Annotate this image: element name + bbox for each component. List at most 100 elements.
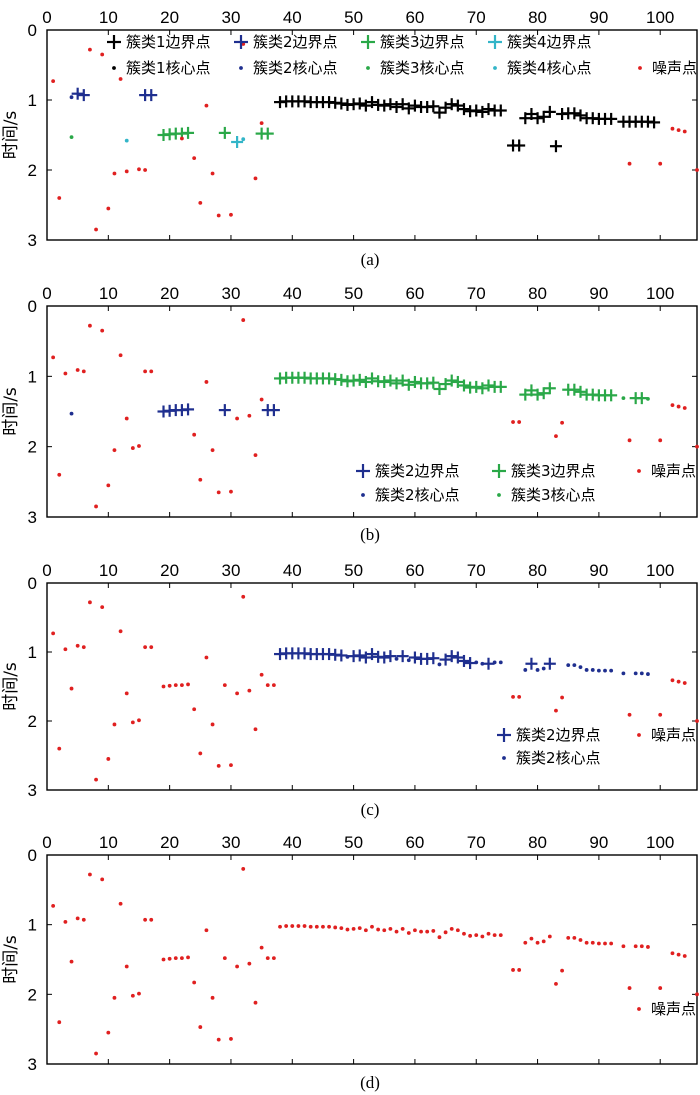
dot-marker-red [682, 129, 687, 134]
legend-item: 簇类2边界点 [234, 33, 338, 51]
dot-marker-red [621, 944, 626, 949]
legend-label: 噪声点 [651, 462, 696, 480]
dot-marker-red [198, 751, 203, 756]
dot-marker-blue [639, 671, 644, 676]
dot-marker-red [682, 954, 687, 958]
dot-marker-red [192, 980, 197, 985]
plus-marker-green [476, 382, 489, 395]
dot-marker-red [400, 926, 405, 931]
x-tick-label: 0 [42, 833, 51, 852]
dot-marker-blue [621, 671, 626, 676]
plus-marker-blue [353, 649, 366, 662]
dot-marker-red [81, 917, 86, 922]
dot-marker-red [210, 448, 215, 453]
dot-marker-red [511, 968, 515, 972]
y-tick-label: 0 [28, 846, 37, 865]
legend-label: 噪声点 [651, 726, 696, 744]
x-tick-label: 90 [589, 561, 608, 580]
plus-marker-black [451, 99, 464, 112]
y-tick-label: 0 [28, 574, 37, 593]
dot-marker-red [180, 683, 184, 688]
x-tick-label: 20 [160, 833, 179, 852]
x-tick-label: 90 [589, 284, 608, 303]
x-tick-label: 60 [405, 561, 424, 580]
dot-marker-red [137, 167, 141, 172]
dot-marker-red [394, 929, 399, 934]
dot-marker-blue [566, 663, 571, 668]
dot-marker-red [253, 453, 258, 458]
plus-marker-green [574, 385, 587, 398]
plus-marker-green [451, 375, 464, 388]
dot-marker-blue [406, 658, 411, 663]
dot-marker-red [695, 168, 699, 172]
plus-marker-green [402, 378, 415, 391]
legend-item: 噪声点 [638, 59, 697, 77]
dot-marker-red [112, 722, 117, 727]
x-tick-label: 50 [344, 284, 363, 303]
dot-marker-blue [584, 668, 589, 672]
dot-marker-red [247, 413, 252, 418]
legend-dot-marker [366, 66, 370, 70]
dot-marker-blue [69, 411, 74, 416]
plus-marker-green [519, 388, 532, 401]
x-tick-label: 90 [589, 8, 608, 27]
plus-marker-green [378, 375, 391, 388]
legend-dot-marker [497, 493, 501, 497]
dot-marker-red [173, 956, 178, 961]
legend-item: 簇类4边界点 [488, 33, 592, 51]
plus-marker-green [482, 379, 495, 392]
data-points [51, 42, 699, 232]
legend-label: 簇类2核心点 [253, 59, 338, 77]
y-axis-label: 时间/s [1, 662, 21, 711]
dot-marker-red [603, 941, 607, 946]
chart-panel-4: 0 10 20 30 40 50 60 70 80 90 100 0 1 2 3 时间/s (d) 噪声点 [1, 833, 699, 1092]
plus-marker-blue [267, 404, 280, 417]
chart-panel-1: 0 10 20 30 40 50 60 70 80 90 1000123时间/s(a)簇类1边界点簇… [1, 8, 699, 269]
dot-marker-red [57, 1020, 62, 1025]
dot-marker-red [51, 903, 56, 908]
dot-marker-red [100, 605, 105, 610]
dot-marker-red [229, 1037, 233, 1041]
dot-marker-blue [590, 668, 595, 672]
plus-marker-green [525, 384, 538, 397]
dot-marker-blue [578, 665, 583, 670]
dot-marker-red [241, 594, 246, 599]
y-tick-label: 1 [28, 643, 37, 662]
legend-label: 簇类4核心点 [507, 59, 592, 77]
y-tick-label: 1 [28, 91, 37, 110]
plus-marker-green [182, 126, 195, 139]
legend-plus-marker [107, 35, 121, 49]
x-tick-label: 30 [222, 284, 241, 303]
dot-marker-red [578, 938, 583, 942]
x-tick-label: 0 [42, 284, 51, 303]
x-tick-label: 80 [528, 284, 547, 303]
dot-marker-red [682, 681, 687, 685]
legend-plus-marker [234, 35, 248, 49]
plus-marker-blue [335, 649, 348, 662]
legend-item: 噪声点 [637, 726, 696, 744]
legend-item: 簇类3核心点 [497, 486, 596, 504]
dot-marker-blue [492, 660, 497, 665]
plot-frame [46, 29, 698, 241]
x-tick-label: 80 [528, 561, 547, 580]
dot-marker-red [321, 924, 325, 929]
legend-item: 簇类2核心点 [239, 59, 338, 77]
dot-marker-red [278, 924, 282, 929]
plus-marker-blue [543, 657, 556, 670]
dot-marker-red [88, 323, 92, 328]
dot-marker-red [81, 645, 86, 650]
dot-marker-red [57, 746, 62, 751]
dot-marker-red [547, 934, 552, 939]
dot-marker-red [51, 79, 56, 83]
dot-marker-blue [498, 660, 503, 665]
dot-marker-red [88, 47, 92, 52]
dot-marker-red [492, 933, 497, 938]
legend-dot-marker [361, 493, 365, 497]
dot-marker-red [94, 227, 98, 232]
legend-label: 簇类2核心点 [516, 749, 601, 767]
x-tick-label: 60 [405, 8, 424, 27]
legend-label: 簇类2边界点 [375, 462, 460, 480]
dot-marker-red [192, 432, 197, 437]
plus-marker-black [543, 105, 556, 118]
dot-marker-red [118, 901, 123, 906]
